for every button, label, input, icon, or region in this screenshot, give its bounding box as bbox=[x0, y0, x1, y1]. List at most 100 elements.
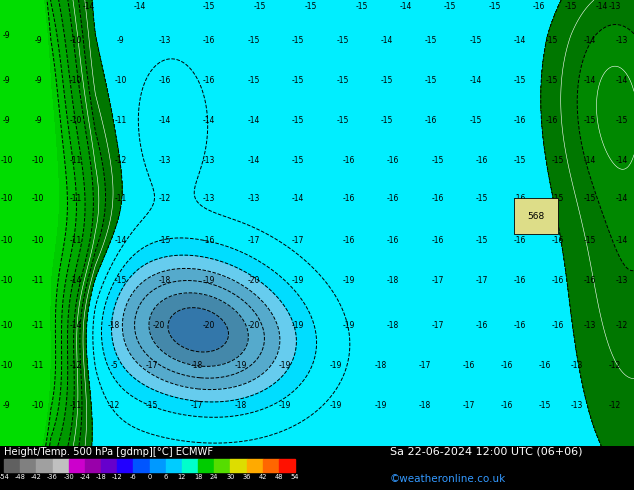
Text: Sa 22-06-2024 12:00 UTC (06+06): Sa 22-06-2024 12:00 UTC (06+06) bbox=[390, 447, 583, 457]
Bar bbox=[198, 459, 214, 472]
Text: -15: -15 bbox=[425, 76, 437, 85]
Text: -11: -11 bbox=[32, 276, 44, 285]
Text: 18: 18 bbox=[194, 474, 202, 480]
Text: -19: -19 bbox=[203, 276, 216, 285]
Text: 36: 36 bbox=[242, 474, 250, 480]
Text: -9: -9 bbox=[3, 116, 10, 125]
Text: -12: -12 bbox=[108, 401, 120, 410]
Text: -20: -20 bbox=[203, 321, 216, 330]
Bar bbox=[165, 459, 182, 472]
Text: -10: -10 bbox=[32, 194, 44, 203]
Text: -13: -13 bbox=[615, 36, 628, 45]
Text: -18: -18 bbox=[387, 321, 399, 330]
Text: -15: -15 bbox=[469, 36, 482, 45]
Text: 0: 0 bbox=[147, 474, 152, 480]
Text: -16: -16 bbox=[203, 76, 216, 85]
Text: -15: -15 bbox=[583, 194, 596, 203]
Text: -13: -13 bbox=[571, 401, 583, 410]
Text: -17: -17 bbox=[431, 321, 444, 330]
Text: -14: -14 bbox=[247, 156, 260, 165]
Text: -54: -54 bbox=[0, 474, 10, 480]
Text: -16: -16 bbox=[545, 116, 558, 125]
Text: -15: -15 bbox=[355, 2, 368, 11]
Text: -15: -15 bbox=[380, 116, 393, 125]
Text: -16: -16 bbox=[387, 194, 399, 203]
Bar bbox=[182, 459, 198, 472]
Text: -15: -15 bbox=[552, 156, 564, 165]
Text: -15: -15 bbox=[254, 2, 266, 11]
Bar bbox=[214, 459, 230, 472]
Text: -16: -16 bbox=[476, 321, 488, 330]
Text: -16: -16 bbox=[425, 116, 437, 125]
Text: -19: -19 bbox=[342, 276, 355, 285]
Text: -13: -13 bbox=[583, 321, 596, 330]
Text: -16: -16 bbox=[514, 236, 526, 245]
Text: -16: -16 bbox=[158, 76, 171, 85]
Text: -9: -9 bbox=[34, 116, 42, 125]
Text: -15: -15 bbox=[539, 401, 552, 410]
Text: -14: -14 bbox=[158, 116, 171, 125]
Text: -10: -10 bbox=[32, 156, 44, 165]
Text: -12: -12 bbox=[70, 361, 82, 370]
Text: -12: -12 bbox=[615, 321, 628, 330]
Text: -15: -15 bbox=[425, 36, 437, 45]
Text: -15: -15 bbox=[336, 76, 349, 85]
Text: 30: 30 bbox=[226, 474, 235, 480]
Text: -14: -14 bbox=[596, 2, 609, 11]
Text: -15: -15 bbox=[114, 276, 127, 285]
Text: -14: -14 bbox=[514, 36, 526, 45]
Text: -18: -18 bbox=[387, 276, 399, 285]
Bar bbox=[36, 459, 53, 472]
Text: -15: -15 bbox=[292, 116, 304, 125]
Text: -10: -10 bbox=[32, 236, 44, 245]
Text: -13: -13 bbox=[615, 276, 628, 285]
Text: -19: -19 bbox=[330, 401, 342, 410]
Text: -16: -16 bbox=[539, 361, 552, 370]
Text: -10: -10 bbox=[70, 116, 82, 125]
Bar bbox=[4, 459, 20, 472]
Text: -24: -24 bbox=[79, 474, 90, 480]
Text: -17: -17 bbox=[146, 361, 158, 370]
Text: -14: -14 bbox=[203, 116, 216, 125]
Text: -15: -15 bbox=[583, 236, 596, 245]
Text: -10: -10 bbox=[70, 36, 82, 45]
Text: -20: -20 bbox=[247, 321, 260, 330]
Text: -16: -16 bbox=[552, 276, 564, 285]
Text: -15: -15 bbox=[514, 76, 526, 85]
Text: -17: -17 bbox=[247, 236, 260, 245]
Text: -15: -15 bbox=[380, 76, 393, 85]
Text: -16: -16 bbox=[387, 156, 399, 165]
Text: -18: -18 bbox=[108, 321, 120, 330]
Text: -15: -15 bbox=[431, 156, 444, 165]
Text: -10: -10 bbox=[70, 76, 82, 85]
Text: -10: -10 bbox=[0, 194, 13, 203]
Text: -15: -15 bbox=[476, 236, 488, 245]
Text: -17: -17 bbox=[476, 276, 488, 285]
Text: -16: -16 bbox=[203, 236, 216, 245]
Text: -16: -16 bbox=[533, 2, 545, 11]
Bar bbox=[279, 459, 295, 472]
Text: -19: -19 bbox=[374, 401, 387, 410]
Text: 12: 12 bbox=[178, 474, 186, 480]
Text: -12: -12 bbox=[158, 194, 171, 203]
Text: -15: -15 bbox=[488, 2, 501, 11]
Text: -19: -19 bbox=[330, 361, 342, 370]
Text: -13: -13 bbox=[158, 36, 171, 45]
Text: 24: 24 bbox=[210, 474, 219, 480]
Text: -15: -15 bbox=[545, 76, 558, 85]
Text: -9: -9 bbox=[34, 76, 42, 85]
Text: -14: -14 bbox=[583, 76, 596, 85]
Text: -14: -14 bbox=[615, 236, 628, 245]
Text: -14: -14 bbox=[615, 156, 628, 165]
Text: -9: -9 bbox=[3, 31, 10, 40]
Text: -15: -15 bbox=[615, 116, 628, 125]
Text: -30: -30 bbox=[63, 474, 74, 480]
Text: -15: -15 bbox=[292, 76, 304, 85]
Text: -20: -20 bbox=[152, 321, 165, 330]
Text: -18: -18 bbox=[190, 361, 203, 370]
Text: -42: -42 bbox=[31, 474, 42, 480]
Text: -18: -18 bbox=[235, 401, 247, 410]
Text: 54: 54 bbox=[291, 474, 299, 480]
Text: -12: -12 bbox=[609, 401, 621, 410]
Text: -13: -13 bbox=[247, 194, 260, 203]
